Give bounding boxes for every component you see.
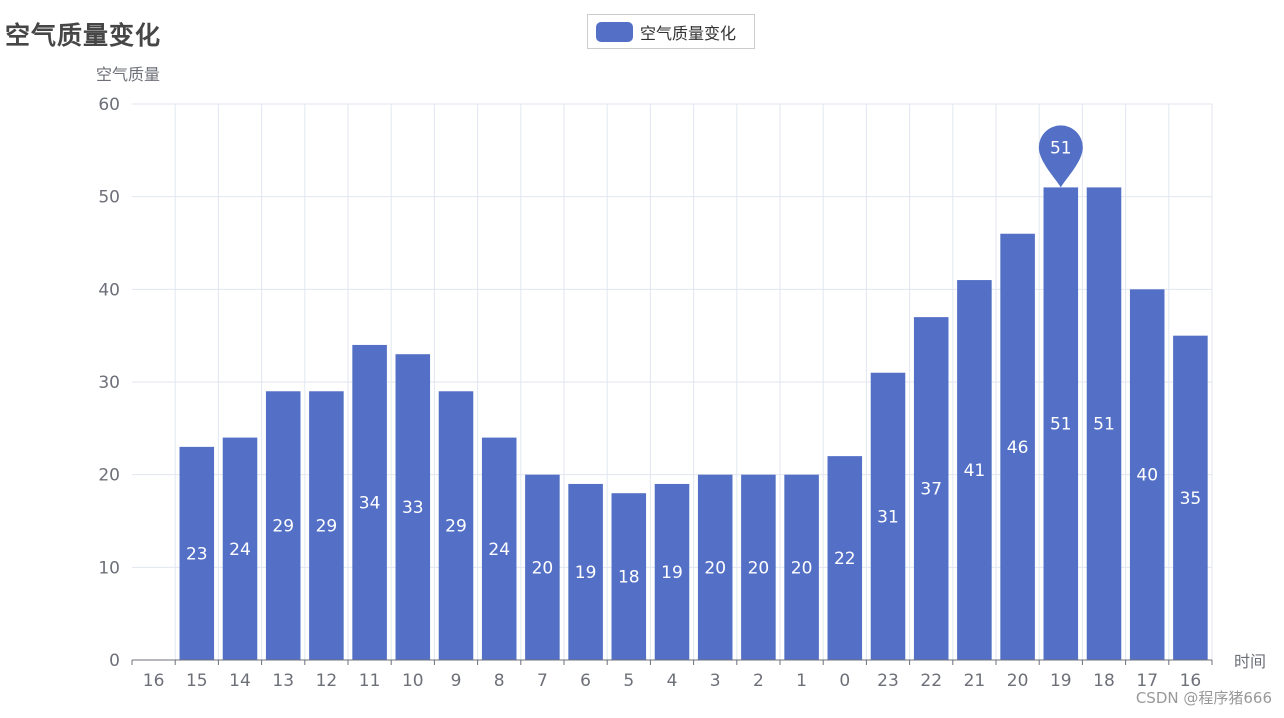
x-tick-label: 0 bbox=[839, 671, 850, 691]
bar bbox=[784, 474, 819, 660]
x-tick-label: 8 bbox=[494, 671, 505, 691]
bar-value-label: 46 bbox=[1007, 438, 1029, 458]
x-tick-label: 16 bbox=[1180, 671, 1202, 691]
bar-value-label: 22 bbox=[834, 549, 856, 569]
bar bbox=[654, 483, 690, 660]
bar bbox=[481, 437, 517, 660]
x-tick-label: 21 bbox=[964, 671, 986, 691]
bar bbox=[957, 280, 992, 660]
y-tick-label: 20 bbox=[98, 466, 120, 486]
bar bbox=[1000, 233, 1035, 660]
x-tick-label: 12 bbox=[316, 671, 338, 691]
max-mark-label: 51 bbox=[1050, 138, 1072, 158]
bar bbox=[222, 437, 258, 660]
bar-value-label: 29 bbox=[445, 517, 467, 537]
bar-value-label: 34 bbox=[359, 493, 381, 513]
bar bbox=[265, 391, 301, 660]
bar bbox=[352, 344, 387, 660]
x-tick-label: 1 bbox=[796, 671, 807, 691]
bar bbox=[438, 391, 474, 660]
bar-value-label: 29 bbox=[316, 517, 338, 537]
legend-swatch bbox=[596, 21, 633, 42]
x-tick-label: 10 bbox=[402, 671, 424, 691]
y-tick-label: 10 bbox=[98, 558, 120, 578]
bar-value-label: 33 bbox=[402, 498, 424, 518]
bar bbox=[741, 474, 776, 660]
bar-value-label: 35 bbox=[1180, 489, 1202, 509]
legend-item[interactable]: 空气质量变化 bbox=[587, 14, 755, 49]
bar bbox=[309, 391, 344, 660]
y-tick-label: 0 bbox=[109, 651, 120, 671]
x-tick-label: 9 bbox=[451, 671, 462, 691]
bar-value-label: 20 bbox=[748, 558, 770, 578]
bar bbox=[827, 456, 863, 660]
bar bbox=[1129, 289, 1165, 660]
bar-value-label: 31 bbox=[877, 507, 899, 527]
x-axis-label: 时间 bbox=[1234, 652, 1267, 671]
bar-value-label: 20 bbox=[704, 558, 726, 578]
x-tick-label: 3 bbox=[710, 671, 721, 691]
bar bbox=[1173, 335, 1208, 660]
x-tick-label: 5 bbox=[623, 671, 634, 691]
x-tick-label: 7 bbox=[537, 671, 548, 691]
legend-label: 空气质量变化 bbox=[640, 23, 737, 43]
bar bbox=[870, 372, 906, 660]
bar-value-label: 19 bbox=[575, 563, 597, 583]
bar-value-label: 51 bbox=[1050, 415, 1072, 435]
bar-value-label: 51 bbox=[1093, 415, 1115, 435]
bar bbox=[697, 474, 733, 660]
x-tick-label: 20 bbox=[1007, 671, 1029, 691]
bar-value-label: 24 bbox=[488, 540, 510, 560]
y-tick-label: 50 bbox=[98, 188, 120, 208]
bar-value-label: 37 bbox=[920, 480, 942, 500]
x-tick-label: 16 bbox=[143, 671, 165, 691]
bar-value-label: 18 bbox=[618, 568, 640, 588]
x-tick-label: 19 bbox=[1050, 671, 1072, 691]
bar-value-label: 20 bbox=[791, 558, 813, 578]
x-tick-label: 18 bbox=[1093, 671, 1115, 691]
watermark: CSDN @程序猪666 bbox=[1135, 689, 1272, 707]
x-tick-label: 13 bbox=[272, 671, 294, 691]
bar-value-label: 24 bbox=[229, 540, 251, 560]
bar bbox=[179, 446, 215, 660]
x-tick-label: 22 bbox=[920, 671, 942, 691]
bar-value-label: 40 bbox=[1136, 466, 1158, 486]
bar-value-label: 23 bbox=[186, 544, 208, 564]
x-tick-label: 14 bbox=[229, 671, 251, 691]
bar-value-label: 41 bbox=[964, 461, 986, 481]
bar bbox=[395, 354, 431, 660]
bar bbox=[1043, 187, 1079, 660]
x-tick-label: 2 bbox=[753, 671, 764, 691]
y-tick-label: 30 bbox=[98, 373, 120, 393]
bar bbox=[913, 317, 949, 660]
bar bbox=[1086, 187, 1122, 660]
bar bbox=[611, 493, 647, 660]
y-tick-label: 40 bbox=[98, 280, 120, 300]
max-mark-pin bbox=[1038, 125, 1083, 188]
bar bbox=[525, 474, 560, 660]
x-tick-label: 23 bbox=[877, 671, 899, 691]
y-axis-label: 空气质量 bbox=[96, 65, 161, 84]
bar-value-label: 29 bbox=[272, 517, 294, 537]
bar bbox=[568, 483, 603, 660]
x-tick-label: 17 bbox=[1136, 671, 1158, 691]
bar-value-label: 19 bbox=[661, 563, 683, 583]
x-tick-label: 15 bbox=[186, 671, 208, 691]
x-tick-label: 4 bbox=[667, 671, 678, 691]
y-tick-label: 60 bbox=[98, 95, 120, 115]
x-tick-label: 6 bbox=[580, 671, 591, 691]
bar-value-label: 20 bbox=[532, 558, 554, 578]
chart-title: 空气质量变化 bbox=[5, 21, 162, 50]
x-tick-label: 11 bbox=[359, 671, 381, 691]
